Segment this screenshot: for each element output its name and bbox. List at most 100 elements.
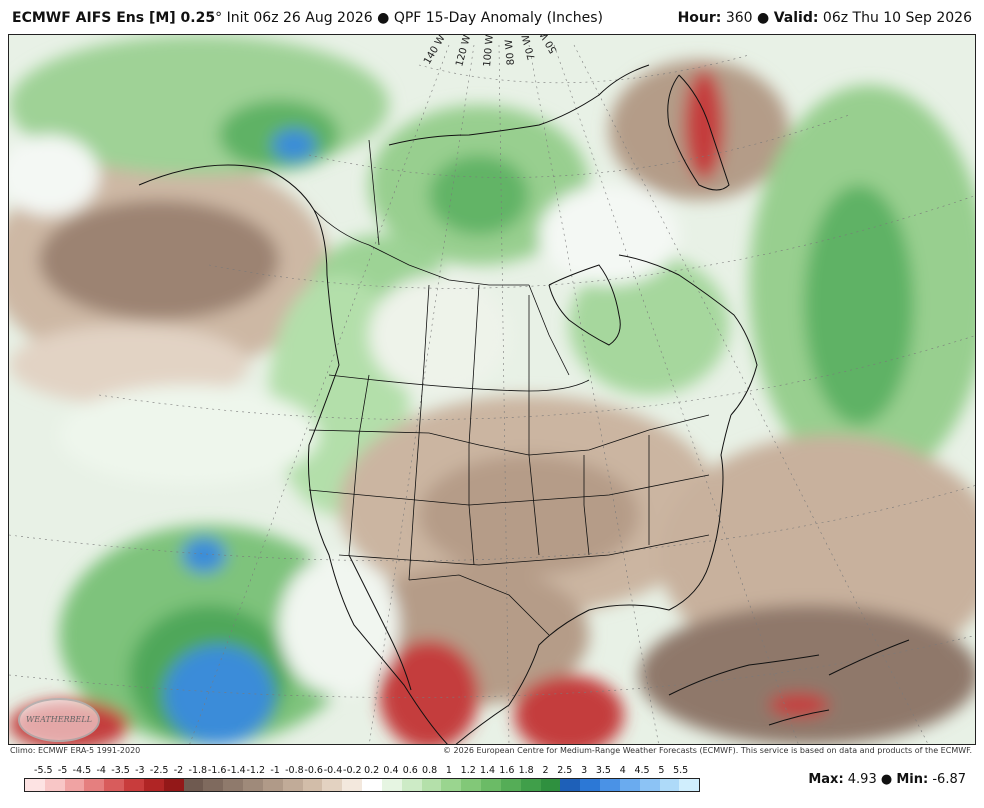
meridian-label: 100 W [482,35,496,67]
legend-tick-label: 2 [542,765,549,776]
legend-swatch [163,779,184,791]
legend-tick-label: 0.6 [402,765,418,776]
legend-tick-label: -1.4 [227,765,246,776]
precipitation-anomaly-map[interactable]: 140 W 120 W 100 W 80 W 70 W 50 W [8,34,976,745]
legend-swatch [600,779,620,791]
legend-swatch [659,779,680,791]
legend-swatch [183,779,204,791]
legend-tick-label: 1 [445,765,452,776]
legend-swatch [143,779,164,791]
very-wet-alaska [272,129,316,161]
legend-swatch [243,779,263,791]
legend-tick-label: 1.8 [518,765,534,776]
neutral-region-northwest [9,135,99,215]
max-label: Max: [808,772,844,787]
coastlines [138,64,910,744]
legend-tick-label: 4.5 [634,765,650,776]
very-wet-pacific-north [182,537,226,573]
valid-label: Valid: [773,10,819,26]
neutral-region-prairies [369,275,509,395]
legend-tick-label: 0.8 [422,765,438,776]
logo-text: WEATHERBELL [26,715,92,724]
legend-swatch [124,779,144,791]
legend-swatch [560,779,581,791]
legend-tick-label: 0.4 [383,765,399,776]
color-legend: -5.5 -5 -4.5 -4 -3.5 -3 -2.5 -2 -1.8 -1.6 -1.4 -1.2… [24,765,700,793]
map-title: ECMWF AIFS Ens [M] 0.25° Init 06z 26 Aug… [12,10,603,26]
max-value: 4.93 [847,772,877,787]
legend-tick-label: -0.6 [304,765,323,776]
legend-tick-label: 3.5 [595,765,611,776]
max-min-stats: Max: 4.93 ● Min: -6.87 [808,772,966,787]
legend-tick-label: -4 [96,765,106,776]
valid-time-info: Hour: 360 ● Valid: 06z Thu 10 Sep 2026 [678,10,972,26]
legend-tick-label: -2.5 [149,765,169,776]
neutral-region-baja [279,555,399,695]
legend-swatch [322,779,343,791]
legend-tick-label: 5 [658,765,665,776]
legend-swatch [302,779,323,791]
dry-core-pacific [39,200,279,320]
very-dry-caribbean [769,693,829,717]
legend-ticks: -5.5 -5 -4.5 -4 -3.5 -3 -2.5 -2 -1.8 -1.6 -1.4 -1.2… [24,765,700,777]
legend-swatch [461,779,482,791]
legend-swatch [619,779,640,791]
legend-tick-label: -3.5 [111,765,130,776]
neutral-region-pacific-mid [59,385,319,485]
copyright-credit: © 2026 European Centre for Medium-Range … [443,746,972,755]
legend-tick-label: -4.5 [72,765,92,776]
hour-label: Hour: [677,10,722,26]
climo-credit: Climo: ECMWF ERA-5 1991-2020 [10,746,141,755]
init-time: Init 06z 26 Aug 2026 [226,10,373,26]
hour-value: 360 [725,10,753,26]
legend-swatch [44,779,65,791]
degree-symbol: ° [215,10,223,26]
legend-tick-label: -0.2 [343,765,362,776]
very-wet-pacific [164,645,274,744]
legend-tick-label: -0.8 [285,765,304,776]
legend-tick-label: 3 [581,765,588,776]
bullet-separator: ● [880,772,893,787]
legend-color-bar [24,778,700,792]
legend-swatch [342,779,363,791]
legend-swatch [282,779,303,791]
legend-tick-label: -5.5 [34,765,53,776]
legend-tick-label: -1 [270,765,280,776]
legend-tick-label: -3 [135,765,145,776]
legend-tick-label: 1.2 [460,765,476,776]
bullet-separator: ● [377,10,390,26]
min-value: -6.87 [932,772,966,787]
wet-core-arctic [429,155,529,235]
legend-tick-label: 5.5 [673,765,689,776]
very-dry-mexico-west [379,640,479,744]
legend-tick-label: 4 [619,765,626,776]
legend-swatch [64,779,85,791]
legend-swatch [481,779,501,791]
legend-swatch [540,779,561,791]
legend-tick-label: -5 [57,765,68,776]
neutral-region-hudson [539,185,679,285]
legend-tick-label: -2 [173,765,184,776]
legend-tick-label: -1.2 [246,765,266,776]
bullet-separator: ● [757,10,770,26]
legend-swatch [679,779,700,791]
meridian-label: 80 W [504,39,517,66]
anomaly-field [9,35,975,744]
min-label: Min: [896,772,929,787]
legend-swatch [262,779,283,791]
legend-swatch [25,779,45,791]
legend-tick-label: 2.5 [557,765,573,776]
map-header: ECMWF AIFS Ens [M] 0.25° Init 06z 26 Aug… [0,0,984,34]
legend-swatch [500,779,521,791]
legend-tick-label: 0.2 [364,765,380,776]
very-dry-greenland [684,70,724,180]
legend-tick-label: 1.4 [479,765,496,776]
legend-swatch [84,779,105,791]
legend-swatch [580,779,601,791]
valid-value: 06z Thu 10 Sep 2026 [822,10,972,26]
legend-tick-label: 1.6 [499,765,515,776]
legend-swatch [104,779,125,791]
legend-swatch [520,779,541,791]
wet-core-atlantic [804,185,914,425]
legend-tick-label: -1.6 [207,765,227,776]
